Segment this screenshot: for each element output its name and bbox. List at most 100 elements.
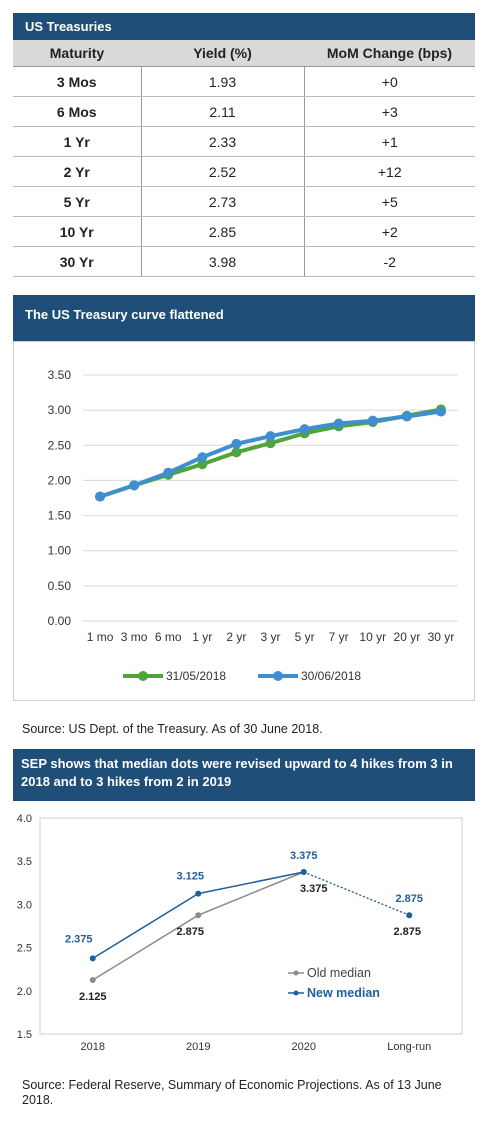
- x-tick-label: 3 yr: [260, 630, 280, 644]
- maturity-cell: 5 Yr: [13, 186, 141, 217]
- data-point: [95, 491, 106, 502]
- maturity-cell: 6 Mos: [13, 96, 141, 127]
- y-tick-label: 3.5: [17, 856, 32, 868]
- data-point: [197, 459, 208, 470]
- table-row: 6 Mos 2.11 +3: [13, 96, 475, 127]
- change-cell: +1: [304, 126, 475, 157]
- data-point: [163, 467, 174, 478]
- data-point: [231, 438, 242, 449]
- y-tick-label: 3.00: [48, 403, 72, 417]
- maturity-cell: 30 Yr: [13, 246, 141, 277]
- legend-marker: [273, 671, 283, 681]
- data-point: [367, 415, 378, 426]
- data-label-old: 3.375: [300, 883, 328, 895]
- x-tick-label: 3 mo: [121, 630, 148, 644]
- yield-cell: 2.11: [140, 96, 305, 127]
- legend-marker: [293, 990, 299, 996]
- y-tick-label: 1.50: [48, 509, 72, 523]
- change-cell: +2: [304, 216, 475, 247]
- series-projection-1: [303, 871, 410, 916]
- data-label-old: 2.875: [176, 926, 204, 938]
- chart1-source: Source: US Dept. of the Treasury. As of …: [22, 722, 323, 736]
- sep-median-chart: 1.5 2.0 2.5 3.0 3.5 4.0 2018 2019 2020 Long-run 2.…: [17, 813, 463, 1053]
- x-tick-label: 30 yr: [428, 630, 455, 644]
- legend-marker: [293, 970, 299, 976]
- y-tick-label: 2.0: [17, 986, 32, 998]
- data-point: [401, 411, 412, 422]
- x-tick-label: Long-run: [387, 1041, 431, 1053]
- y-tick-label: 2.00: [48, 473, 72, 487]
- data-point: [300, 869, 307, 875]
- table-row: 2 Yr 2.52 +12: [13, 156, 475, 187]
- yield-cell: 3.98: [140, 246, 305, 277]
- data-point: [197, 452, 208, 463]
- header-maturity: Maturity: [13, 40, 141, 67]
- change-cell: +5: [304, 186, 475, 217]
- x-tick-label: 2018: [81, 1041, 105, 1053]
- y-tick-label: 3.50: [48, 368, 72, 382]
- x-tick-label: 1 yr: [192, 630, 212, 644]
- yield-cell: 2.85: [140, 216, 305, 247]
- y-tick-label: 4.0: [17, 813, 32, 825]
- data-label-new: 3.375: [290, 850, 318, 862]
- data-point: [406, 912, 413, 919]
- data-label-new: 2.875: [395, 893, 423, 905]
- data-point: [89, 955, 96, 962]
- treasuries-table: Maturity Yield (%) MoM Change (bps) 3 Mo…: [13, 40, 475, 277]
- maturity-cell: 3 Mos: [13, 66, 141, 97]
- legend-label: New median: [307, 986, 380, 1000]
- x-tick-label: 20 yr: [394, 630, 421, 644]
- y-tick-label: 1.00: [48, 544, 72, 558]
- table-title: US Treasuries: [13, 13, 475, 40]
- x-tick-label: 2 yr: [226, 630, 246, 644]
- y-tick-label: 2.5: [17, 943, 32, 955]
- header-yield: Yield (%): [141, 40, 304, 67]
- y-tick-label: 1.5: [17, 1029, 32, 1041]
- treasury-curve-chart: 0.00 0.50 1.00 1.50 2.00 2.50 3.00 3.50 1 mo 3 mo…: [13, 341, 475, 701]
- change-cell: +12: [304, 156, 475, 187]
- data-label-new: 3.125: [176, 871, 204, 883]
- chart2-plot-area: [39, 817, 463, 1035]
- data-point: [299, 424, 310, 435]
- table-row: 30 Yr 3.98 -2: [13, 246, 475, 277]
- chart1-frame: [13, 341, 475, 701]
- table-row: 1 Yr 2.33 +1: [13, 126, 475, 157]
- data-point: [333, 418, 344, 429]
- legend-label: 31/05/2018: [166, 669, 226, 683]
- data-label-old: 2.875: [393, 926, 421, 938]
- x-tick-label: 5 yr: [295, 630, 315, 644]
- x-tick-label: 7 yr: [329, 630, 349, 644]
- yield-cell: 2.73: [140, 186, 305, 217]
- data-label-old: 2.125: [79, 991, 107, 1003]
- legend-label: Old median: [307, 966, 371, 980]
- y-tick-label: 2.50: [48, 438, 72, 452]
- yield-cell: 2.52: [140, 156, 305, 187]
- y-tick-label: 0.50: [48, 579, 72, 593]
- x-tick-label: 2019: [186, 1041, 210, 1053]
- table-row: 10 Yr 2.85 +2: [13, 216, 475, 247]
- chart2-title: SEP shows that median dots were revised …: [13, 749, 475, 801]
- change-cell: +0: [304, 66, 475, 97]
- data-point: [129, 480, 140, 491]
- table-row: 5 Yr 2.73 +5: [13, 186, 475, 217]
- table-row: 3 Mos 1.93 +0: [13, 66, 475, 97]
- maturity-cell: 2 Yr: [13, 156, 141, 187]
- x-tick-label: 6 mo: [155, 630, 182, 644]
- y-tick-label: 0.00: [48, 614, 72, 628]
- data-point: [231, 447, 242, 458]
- yield-cell: 2.33: [140, 126, 305, 157]
- change-cell: +3: [304, 96, 475, 127]
- change-cell: -2: [304, 246, 475, 277]
- data-point: [195, 912, 202, 919]
- chart2-source: Source: Federal Reserve, Summary of Econ…: [22, 1078, 442, 1107]
- data-point: [265, 431, 276, 442]
- y-tick-label: 3.0: [17, 899, 32, 911]
- x-tick-label: 2020: [292, 1041, 316, 1053]
- data-label-new: 2.375: [65, 933, 93, 945]
- legend-marker: [138, 671, 148, 681]
- data-point: [89, 977, 96, 983]
- header-change: MoM Change (bps): [304, 40, 475, 67]
- chart1-title: The US Treasury curve flattened: [13, 295, 475, 341]
- yield-cell: 1.93: [140, 66, 305, 97]
- maturity-cell: 10 Yr: [13, 216, 141, 247]
